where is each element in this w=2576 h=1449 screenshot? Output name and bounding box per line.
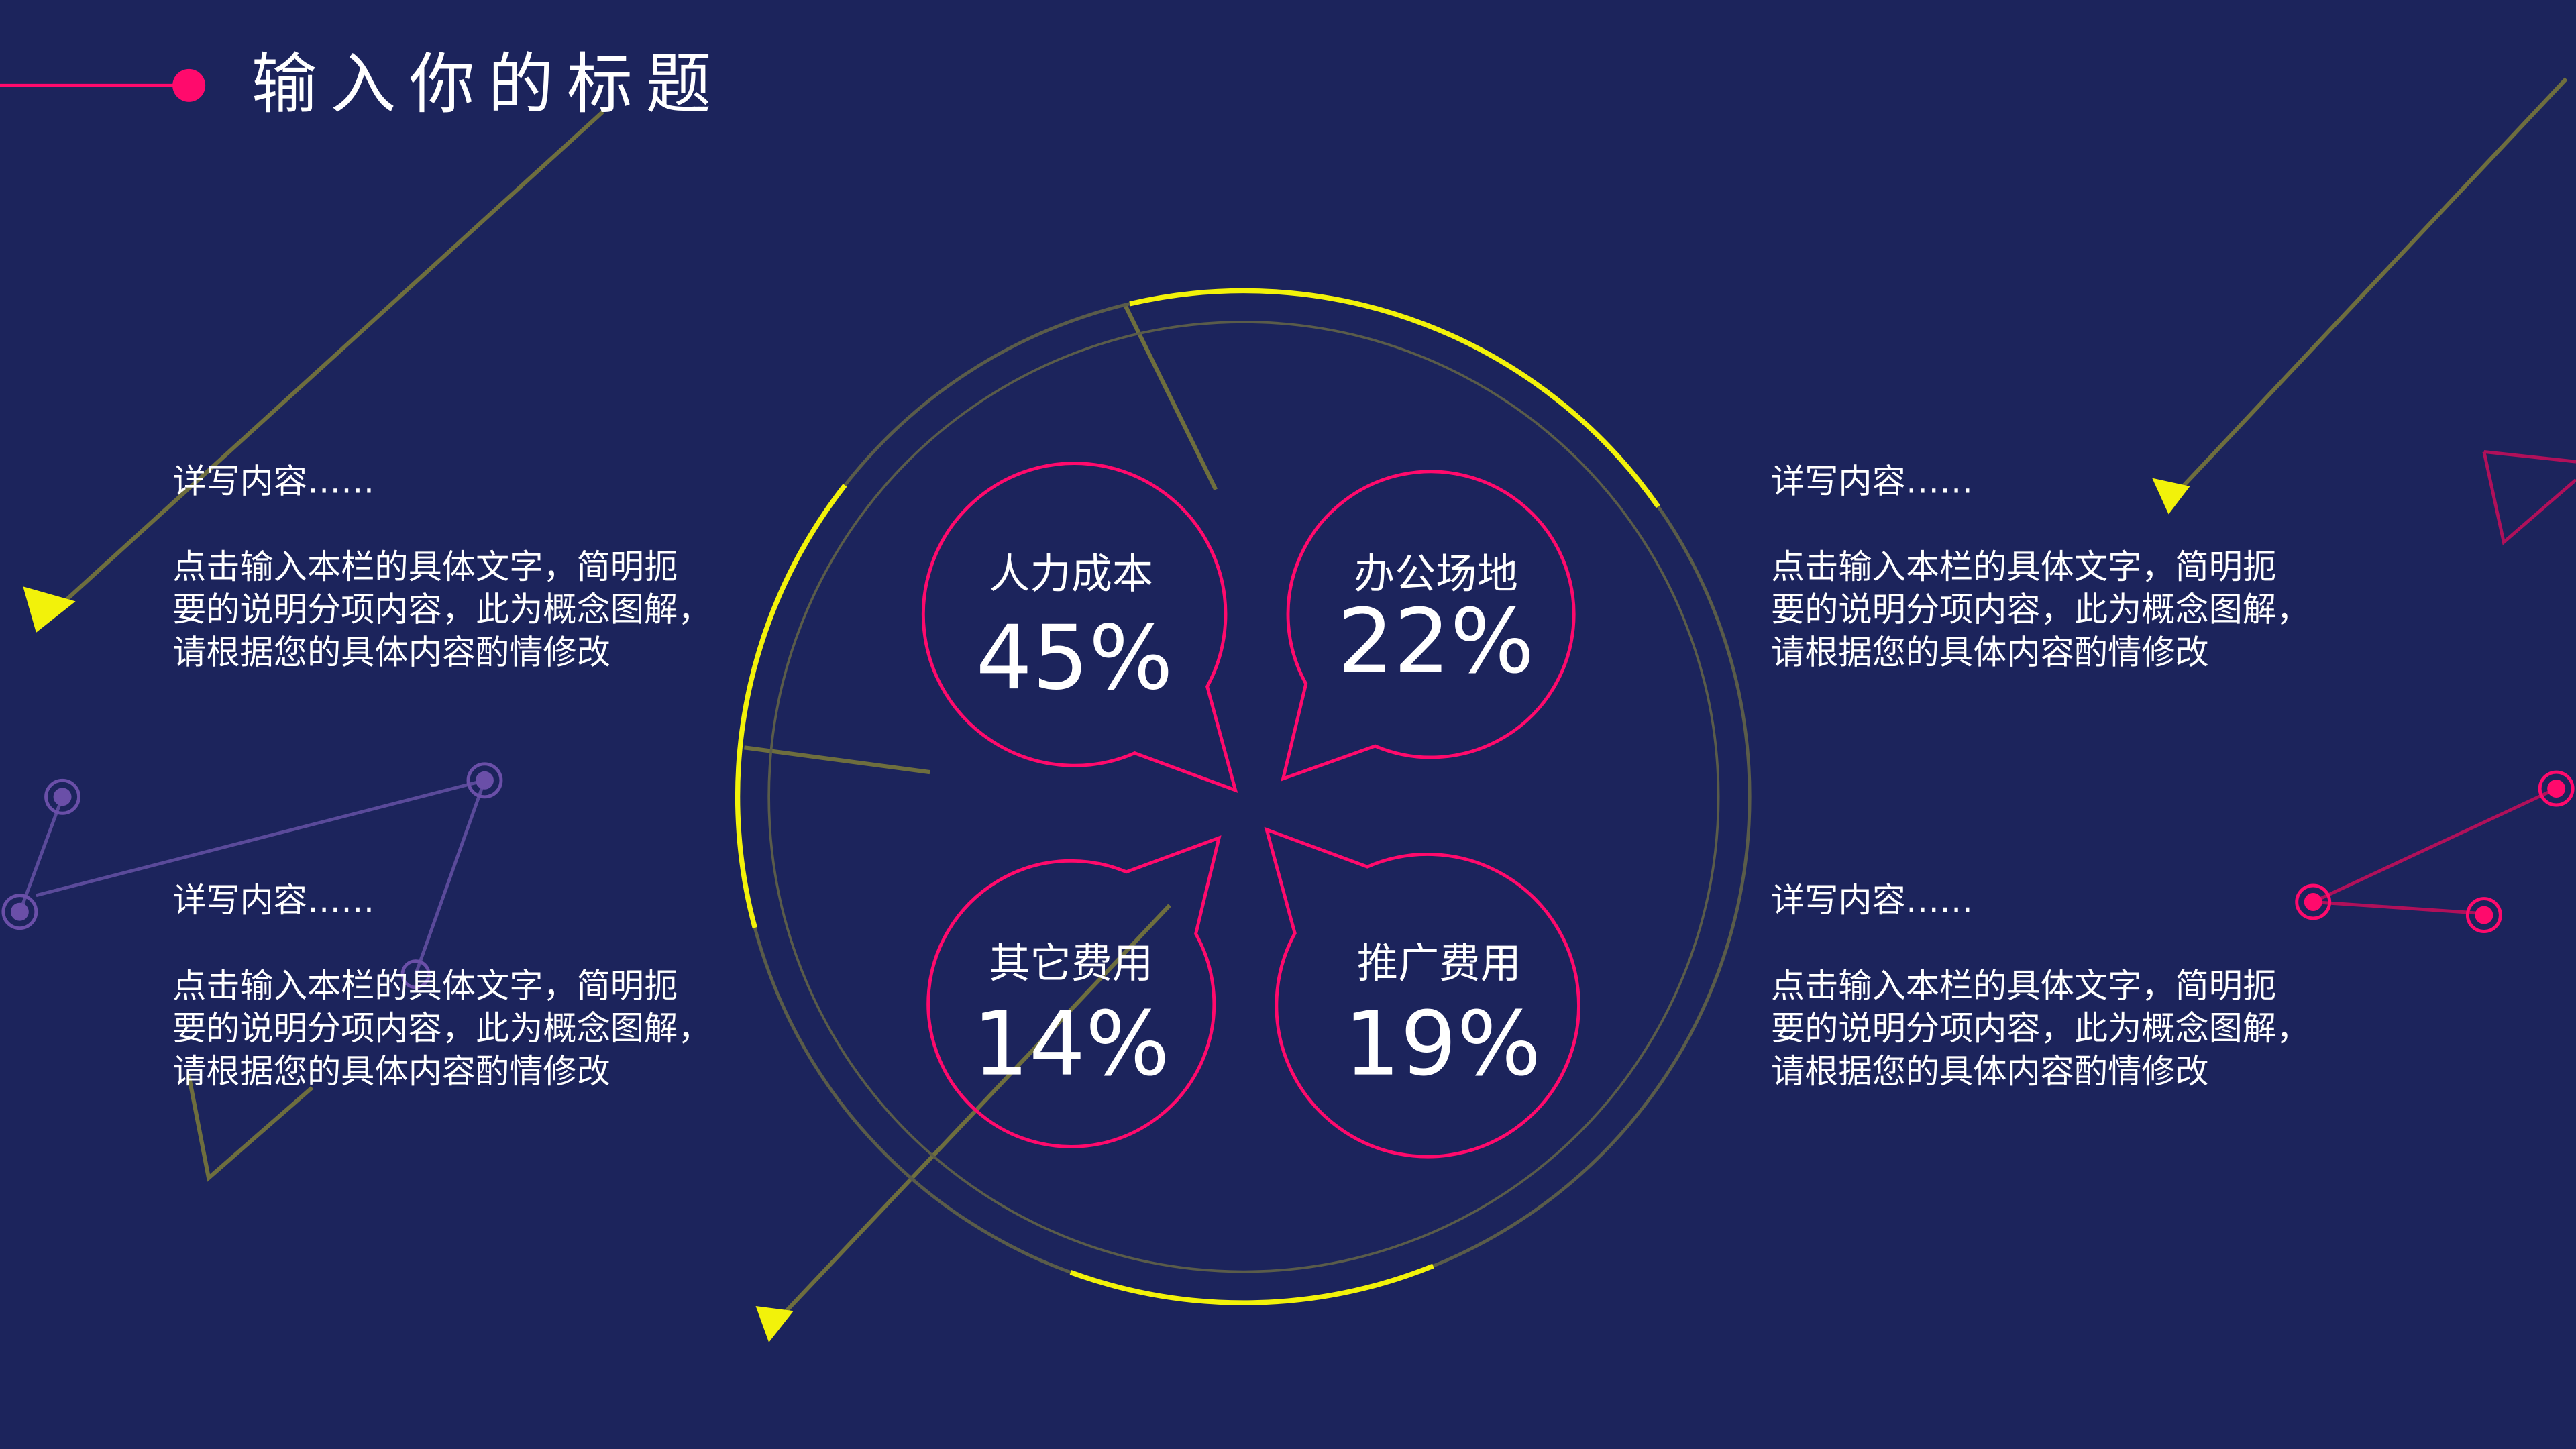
bubble-value: 14% — [972, 992, 1170, 1096]
triangle-marker — [23, 586, 76, 633]
yellow-arc — [735, 484, 847, 928]
yellow-arcs — [735, 288, 1660, 1305]
block-line: 要的说明分项内容，此为概念图解， — [172, 1008, 712, 1049]
bubble-value: 19% — [1344, 992, 1542, 1096]
bubble-label: 其它费用 — [989, 939, 1154, 987]
triangle-marker — [2152, 478, 2190, 515]
page-title: 输入你的标题 — [251, 48, 725, 123]
text-block-bottom-left: 详写内容…… 点击输入本栏的具体文字，简明扼 要的说明分项内容，此为概念图解， … — [172, 879, 764, 1092]
inner-ring — [767, 321, 1720, 1273]
block-line: 请根据您的具体内容酌情修改 — [1771, 1051, 2209, 1091]
block-line: 要的说明分项内容，此为概念图解， — [1771, 590, 2310, 629]
block-line: 点击输入本栏的具体文字，简明扼 — [1771, 966, 2277, 1006]
block-line: 请根据您的具体内容酌情修改 — [1771, 632, 2209, 672]
bubble-label: 推广费用 — [1356, 939, 1521, 987]
speech-bubble — [1264, 826, 1580, 1159]
speech-bubble — [921, 462, 1238, 793]
block-line: 请根据您的具体内容酌情修改 — [172, 1051, 610, 1091]
block-line: 请根据您的具体内容酌情修改 — [172, 632, 610, 672]
yellow-arc — [1069, 1263, 1434, 1305]
block-line: 要的说明分项内容，此为概念图解， — [1771, 1008, 2310, 1049]
purple-nodes — [1, 762, 503, 989]
block-line: 点击输入本栏的具体文字，简明扼 — [1771, 547, 2277, 587]
text-block-top-left: 详写内容…… 点击输入本栏的具体文字，简明扼 要的说明分项内容，此为概念图解， … — [172, 460, 764, 674]
pink-nodes — [2295, 770, 2575, 934]
speech-bubble — [1281, 470, 1576, 782]
text-block-top-right: 详写内容…… 点击输入本栏的具体文字，简明扼 要的说明分项内容，此为概念图解， … — [1771, 460, 2363, 674]
block-heading: 详写内容…… — [172, 462, 375, 501]
diagonal-lines — [56, 77, 2568, 1324]
text-block-bottom-right: 详写内容…… 点击输入本栏的具体文字，简明扼 要的说明分项内容，此为概念图解， … — [1771, 879, 2363, 1092]
triangle-marker — [755, 1305, 794, 1342]
bubble-value: 22% — [1337, 590, 1535, 694]
title-dot — [172, 68, 206, 102]
yellow-arc — [1129, 288, 1660, 508]
block-line: 点击输入本栏的具体文字，简明扼 — [172, 966, 678, 1006]
outer-ring — [736, 289, 1752, 1305]
speech-bubble — [926, 835, 1222, 1148]
block-heading: 详写内容…… — [172, 880, 375, 920]
bubble-label: 人力成本 — [989, 550, 1154, 598]
block-heading: 详写内容…… — [1771, 880, 1974, 920]
speech-bubbles — [921, 462, 1580, 1159]
bubble-label: 办公场地 — [1353, 550, 1518, 598]
block-line: 点击输入本栏的具体文字，简明扼 — [172, 547, 678, 587]
bubble-value: 45% — [975, 606, 1173, 710]
pink-network — [2312, 450, 2576, 916]
block-line: 要的说明分项内容，此为概念图解， — [172, 590, 712, 629]
block-heading: 详写内容…… — [1771, 462, 1974, 501]
purple-network — [21, 778, 486, 975]
